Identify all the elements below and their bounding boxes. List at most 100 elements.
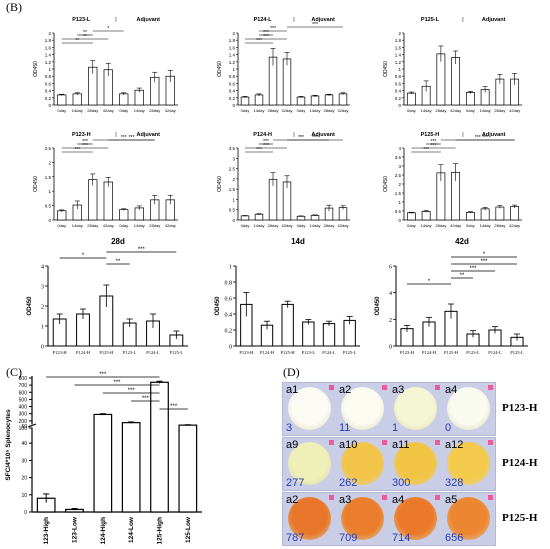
x-tick-label: P125-H xyxy=(281,350,296,355)
x-tick-label: 14day xyxy=(480,223,491,228)
y-tick-label: 6 xyxy=(389,265,392,271)
x-tick-label: 0day xyxy=(241,223,250,228)
well-id: a10 xyxy=(339,439,358,451)
y-tick-label: 50 xyxy=(21,424,27,430)
y-tick-label: 1 xyxy=(232,67,235,72)
significance-label: *** xyxy=(312,22,318,28)
well-marker xyxy=(382,440,387,445)
x-tick-label: P124-H xyxy=(260,350,275,355)
y-tick-label: 0.2 xyxy=(225,329,233,335)
significance-label: *** xyxy=(82,143,88,149)
y-axis-label: OD450 xyxy=(215,296,221,316)
bar xyxy=(121,422,141,513)
y-tick-label: 0.2 xyxy=(395,96,402,101)
y-tick-label: 0.6 xyxy=(229,81,236,86)
y-tick-label: 0.6 xyxy=(395,81,402,86)
significance-label: *** xyxy=(113,380,121,386)
bar xyxy=(296,96,306,106)
significance-label: ** xyxy=(116,259,121,265)
x-tick-label: 28day xyxy=(87,108,98,113)
y-tick-label: 0 xyxy=(24,510,27,516)
group-separator: | xyxy=(293,132,294,138)
y-tick-label: 2 xyxy=(398,31,401,36)
plate-well: a10 262 xyxy=(336,438,389,490)
y-tick-label: 2 xyxy=(398,182,401,187)
x-tick-label: 42day xyxy=(450,108,461,113)
y-tick-label: 10 xyxy=(21,493,27,499)
plate-well: a4 714 xyxy=(389,493,442,545)
x-tick-label: 0day xyxy=(57,108,66,113)
y-axis-label: OD450 xyxy=(383,61,389,77)
x-tick-label: 124-Low xyxy=(128,516,135,543)
panel-label-d: (D) xyxy=(283,365,300,379)
x-tick-label: 42day xyxy=(282,223,293,228)
y-tick-label: 1.6 xyxy=(45,45,52,50)
x-tick-label: 14day xyxy=(72,108,83,113)
y-tick-label: 1.6 xyxy=(395,45,402,50)
significance-label: *** xyxy=(482,135,488,141)
chart-title: 28d xyxy=(111,237,125,246)
plate-well: a9 277 xyxy=(283,438,336,490)
plate-well: a1 3 xyxy=(283,383,336,435)
well-circle xyxy=(341,497,384,540)
elispot-plate: a1 3 a2 11 a3 1 a4 0 P123-H a9 277 a10 262 a11 300 a12 3… xyxy=(282,382,546,546)
y-tick-label: 1 xyxy=(48,67,51,72)
x-tick-label: 0day xyxy=(407,108,416,113)
y-tick-label: 500 xyxy=(19,397,28,403)
y-tick-label: 30 xyxy=(21,458,27,464)
bar xyxy=(57,210,67,221)
x-tick-label: 0day xyxy=(241,108,250,113)
group-label: P123-H xyxy=(72,132,91,138)
y-tick-label: 600 xyxy=(19,390,28,396)
bar xyxy=(324,94,334,106)
well-count: 709 xyxy=(339,532,358,544)
x-tick-label: 28day xyxy=(149,223,160,228)
bar xyxy=(93,413,113,513)
x-tick-label: P124-H xyxy=(76,350,91,355)
well-count: 262 xyxy=(339,477,358,489)
significance-label: *** xyxy=(431,139,437,145)
y-axis-label: OD450 xyxy=(375,296,381,316)
well-circle xyxy=(288,442,331,485)
group-label: Adjuvant xyxy=(136,132,160,138)
bar xyxy=(254,94,264,106)
panel-label-c: (C) xyxy=(6,365,22,379)
plate-row: a2 787 a3 709 a4 714 a5 656 xyxy=(282,492,496,546)
y-tick-label: 300 xyxy=(19,412,28,418)
y-tick-label: 1 xyxy=(48,189,51,194)
plate-well: a2 787 xyxy=(283,493,336,545)
y-tick-label: 40 xyxy=(21,441,27,447)
well-marker xyxy=(435,495,440,500)
well-marker xyxy=(329,385,334,390)
x-tick-label: 42day xyxy=(450,223,461,228)
y-tick-label: 3.5 xyxy=(395,155,402,160)
well-circle xyxy=(447,442,490,485)
well-marker xyxy=(435,385,440,390)
bar xyxy=(510,206,520,221)
bar xyxy=(119,93,129,106)
y-tick-label: 0.6 xyxy=(225,297,233,303)
y-axis-label: OD450 xyxy=(27,296,33,316)
bar xyxy=(296,215,306,221)
y-tick-label: 2 xyxy=(48,31,51,36)
x-tick-label: 14day xyxy=(254,223,265,228)
x-tick-label: P123-H xyxy=(53,350,68,355)
x-tick-label: P124-H xyxy=(422,350,437,355)
y-tick-label: 800 xyxy=(19,376,28,382)
y-tick-label: 4 xyxy=(41,265,44,271)
y-tick-label: 400 xyxy=(19,405,28,411)
x-tick-label: 28day xyxy=(268,108,279,113)
y-tick-label: 3.5 xyxy=(229,146,236,151)
well-circle xyxy=(394,497,437,540)
x-tick-label: 0day xyxy=(407,223,416,228)
well-count: 1 xyxy=(392,422,399,434)
bar xyxy=(338,93,348,106)
y-axis-label: SFC/4*10⁵ Splenocytes xyxy=(5,409,12,481)
x-tick-label: 14day xyxy=(421,108,432,113)
x-tick-label: 28day xyxy=(435,108,446,113)
significance-label: *** xyxy=(469,266,477,272)
chart-title: 14d xyxy=(291,237,305,246)
x-tick-label: 14day xyxy=(480,108,491,113)
y-tick-label: 2 xyxy=(41,305,44,311)
group-separator: | xyxy=(462,132,463,138)
